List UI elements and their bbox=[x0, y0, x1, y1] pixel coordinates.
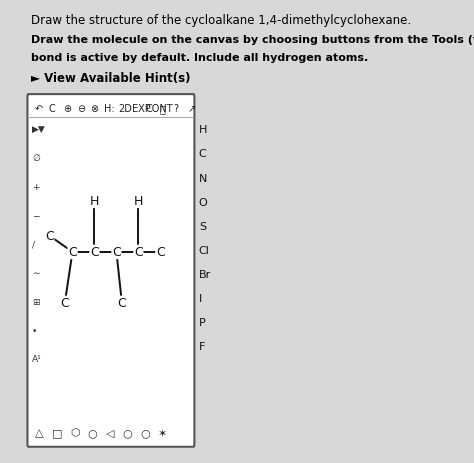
Text: △: △ bbox=[35, 427, 44, 438]
Text: •: • bbox=[32, 326, 37, 335]
Text: Cl: Cl bbox=[199, 245, 210, 256]
Text: C: C bbox=[156, 246, 165, 259]
Text: ⊖: ⊖ bbox=[77, 104, 85, 114]
Text: ⊞: ⊞ bbox=[32, 297, 39, 306]
Text: ○: ○ bbox=[123, 427, 132, 438]
Text: O: O bbox=[199, 197, 208, 207]
Text: ○: ○ bbox=[140, 427, 150, 438]
Text: ⓘ: ⓘ bbox=[160, 104, 165, 114]
Text: C: C bbox=[134, 246, 143, 259]
Text: I: I bbox=[199, 294, 202, 304]
Text: C: C bbox=[199, 149, 207, 159]
Text: 2D: 2D bbox=[118, 104, 132, 114]
Text: C: C bbox=[112, 246, 121, 259]
Text: Draw the structure of the cycloalkane 1,4-dimethylcyclohexane.: Draw the structure of the cycloalkane 1,… bbox=[31, 14, 411, 27]
Text: C: C bbox=[68, 246, 77, 259]
Text: N: N bbox=[199, 173, 207, 183]
Text: ► View Available Hint(s): ► View Available Hint(s) bbox=[31, 72, 190, 85]
Text: ◁: ◁ bbox=[106, 427, 114, 438]
Text: A¹: A¹ bbox=[32, 355, 42, 363]
Text: C: C bbox=[118, 297, 126, 310]
Text: H:: H: bbox=[104, 104, 115, 114]
Text: ✶: ✶ bbox=[158, 427, 167, 438]
Text: −: − bbox=[32, 211, 39, 220]
Text: □: □ bbox=[52, 427, 63, 438]
Text: P: P bbox=[199, 318, 206, 328]
Text: ∼: ∼ bbox=[32, 269, 39, 277]
Text: ⊗: ⊗ bbox=[91, 104, 99, 114]
Text: bond is active by default. Include all hydrogen atoms.: bond is active by default. Include all h… bbox=[31, 53, 368, 63]
Text: H: H bbox=[199, 125, 207, 135]
Text: Draw the molecule on the canvas by choosing buttons from the Tools (for bonds), : Draw the molecule on the canvas by choos… bbox=[31, 35, 474, 45]
Text: S: S bbox=[199, 221, 206, 232]
Text: ⬡: ⬡ bbox=[70, 427, 80, 438]
Text: Br: Br bbox=[199, 269, 211, 280]
Text: C: C bbox=[60, 297, 69, 310]
FancyBboxPatch shape bbox=[27, 95, 194, 447]
Text: H: H bbox=[90, 195, 99, 208]
Text: CONT: CONT bbox=[146, 104, 173, 114]
Text: H: H bbox=[134, 195, 143, 208]
Text: ↶: ↶ bbox=[35, 104, 43, 114]
Text: C: C bbox=[45, 230, 54, 243]
Text: C: C bbox=[49, 104, 56, 114]
Text: F: F bbox=[199, 342, 205, 352]
Text: ▶▼: ▶▼ bbox=[32, 125, 46, 134]
Text: ⊕: ⊕ bbox=[63, 104, 71, 114]
Text: +: + bbox=[32, 182, 39, 191]
Text: EXP: EXP bbox=[132, 104, 151, 114]
Text: C: C bbox=[90, 246, 99, 259]
Text: /: / bbox=[32, 240, 35, 249]
Text: ↗: ↗ bbox=[187, 104, 195, 114]
Text: ∅: ∅ bbox=[32, 154, 40, 163]
Text: ?: ? bbox=[173, 104, 179, 114]
Text: ○: ○ bbox=[87, 427, 97, 438]
